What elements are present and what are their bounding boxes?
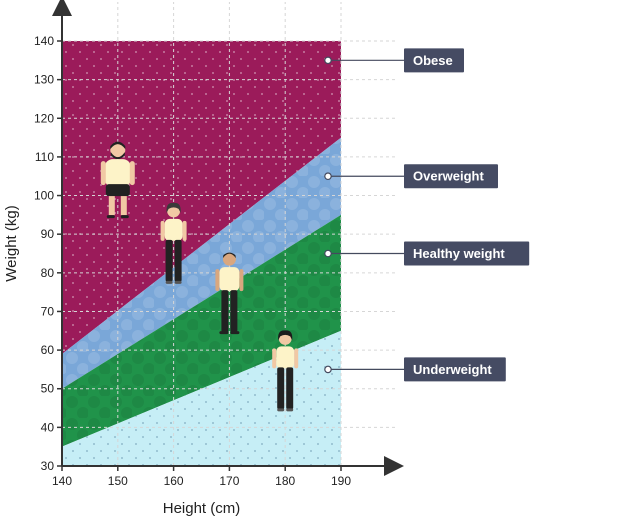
category-label-healthy-weight: Healthy weight [324,241,530,266]
y-tick-label-60: 60 [41,343,55,357]
y-tick-label-120: 120 [34,111,54,125]
callout-dot [324,249,332,258]
y-tick-label-130: 130 [34,73,54,87]
category-label-box [404,164,498,189]
y-tick-label-50: 50 [41,382,55,396]
y-tick-label-80: 80 [41,266,55,280]
category-label-layer: Obese Overweight Healthy weight Underweight [324,48,530,382]
x-tick-label-160: 160 [164,474,184,488]
x-tick-label-180: 180 [275,474,295,488]
category-label-box [404,241,530,266]
category-label-box [404,357,506,382]
y-axis-title: Weight (kg) [3,205,20,281]
axes-layer: 140 150 160 170 180 190 30 40 50 60 70 80 90 100 110 12… [3,0,404,517]
y-tick-label-100: 100 [34,189,54,203]
y-tick-label-90: 90 [41,227,55,241]
category-label-underweight: Underweight [324,357,506,382]
person-figure-3 [215,252,244,335]
callout-dot [324,172,332,181]
people-layer [100,141,299,412]
callout-dot [324,365,332,374]
band-texture-underweight [62,330,341,466]
category-label-text: Overweight [413,169,484,184]
y-tick-label-40: 40 [41,420,55,434]
grid-layer [62,2,395,466]
x-tick-label-150: 150 [108,474,128,488]
person-figure-1 [100,141,135,219]
category-label-text: Obese [413,53,453,68]
band-texture-obese [62,41,341,354]
category-label-obese: Obese [324,48,464,73]
y-tick-label-30: 30 [41,459,55,473]
category-label-text: Healthy weight [413,246,505,261]
person-figure-4 [272,330,299,412]
y-tick-label-70: 70 [41,304,55,318]
category-label-overweight: Overweight [324,164,498,189]
category-label-box [404,48,464,73]
person-figure-2 [160,202,187,284]
x-tick-label-140: 140 [52,474,72,488]
y-tick-label-140: 140 [34,34,54,48]
x-axis-title: Height (cm) [163,500,241,517]
x-tick-label-170: 170 [219,474,239,488]
y-tick-label-110: 110 [35,150,54,164]
category-label-text: Underweight [413,362,492,377]
x-tick-label-190: 190 [331,474,351,488]
band-layer [62,41,341,466]
band-texture-overweight [62,137,341,389]
callout-dot [324,56,332,65]
band-texture-healthy-weight [62,214,341,447]
